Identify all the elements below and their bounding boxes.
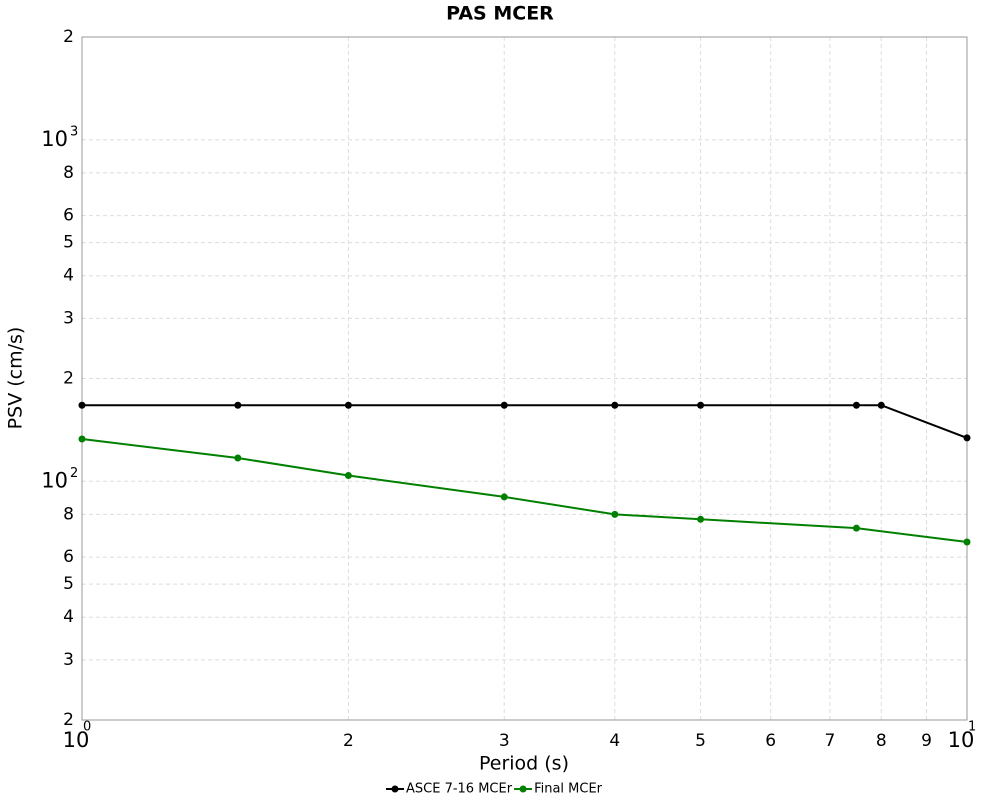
x-tick-exponent: 1 <box>968 720 976 735</box>
y-tick-label: 3 <box>63 308 74 328</box>
x-tick-exponent: 0 <box>83 720 91 735</box>
y-tick-label: 10 <box>41 468 68 492</box>
plot-frame <box>81 36 968 721</box>
data-point <box>500 493 508 501</box>
y-tick-exponent: 3 <box>70 124 78 139</box>
data-point <box>852 524 860 532</box>
y-tick-label: 2 <box>63 369 74 389</box>
data-point <box>344 471 352 479</box>
y-tick-label: 4 <box>63 607 74 627</box>
data-point <box>344 401 352 409</box>
x-tick-label: 8 <box>876 731 887 751</box>
data-point <box>78 401 86 409</box>
legend-label: Final MCEr <box>534 782 603 797</box>
x-tick-label: 10 <box>63 728 90 752</box>
data-point <box>852 401 860 409</box>
x-tick-label: 10 <box>948 728 975 752</box>
x-tick-label: 4 <box>609 731 620 751</box>
data-point <box>78 435 86 443</box>
legend-label: ASCE 7-16 MCEr <box>406 782 513 797</box>
data-point <box>963 434 971 442</box>
data-point <box>611 510 619 518</box>
x-tick-label: 7 <box>824 731 835 751</box>
y-tick-label: 8 <box>63 504 74 524</box>
chart-title: PAS MCER <box>446 3 554 25</box>
data-point <box>963 538 971 546</box>
y-tick-label: 8 <box>63 163 74 183</box>
data-point <box>697 515 705 523</box>
y-tick-label: 5 <box>63 574 74 594</box>
data-point <box>234 401 242 409</box>
legend-marker <box>519 785 527 793</box>
y-tick-label: 6 <box>63 206 74 226</box>
y-tick-label: 4 <box>63 266 74 286</box>
data-point <box>697 401 705 409</box>
y-tick-label: 10 <box>41 127 68 151</box>
legend-marker <box>391 785 399 793</box>
data-point <box>611 401 619 409</box>
y-tick-label: 3 <box>63 650 74 670</box>
data-point <box>500 401 508 409</box>
y-tick-exponent: 2 <box>70 466 78 481</box>
y-tick-label: 5 <box>63 233 74 253</box>
y-tick-label: 2 <box>63 27 74 47</box>
y-tick-label: 2 <box>63 710 74 730</box>
x-axis-label: Period (s) <box>479 753 569 775</box>
x-tick-label: 2 <box>343 731 354 751</box>
y-axis-label: PSV (cm/s) <box>5 327 27 430</box>
x-tick-label: 9 <box>921 731 932 751</box>
x-tick-label: 3 <box>499 731 510 751</box>
data-point <box>877 401 885 409</box>
series-line <box>81 438 968 544</box>
y-tick-label: 6 <box>63 547 74 567</box>
legend: ASCE 7-16 MCEr Final MCEr <box>386 782 603 797</box>
data-point <box>234 454 242 462</box>
x-tick-label: 5 <box>695 731 706 751</box>
x-tick-label: 6 <box>765 731 776 751</box>
